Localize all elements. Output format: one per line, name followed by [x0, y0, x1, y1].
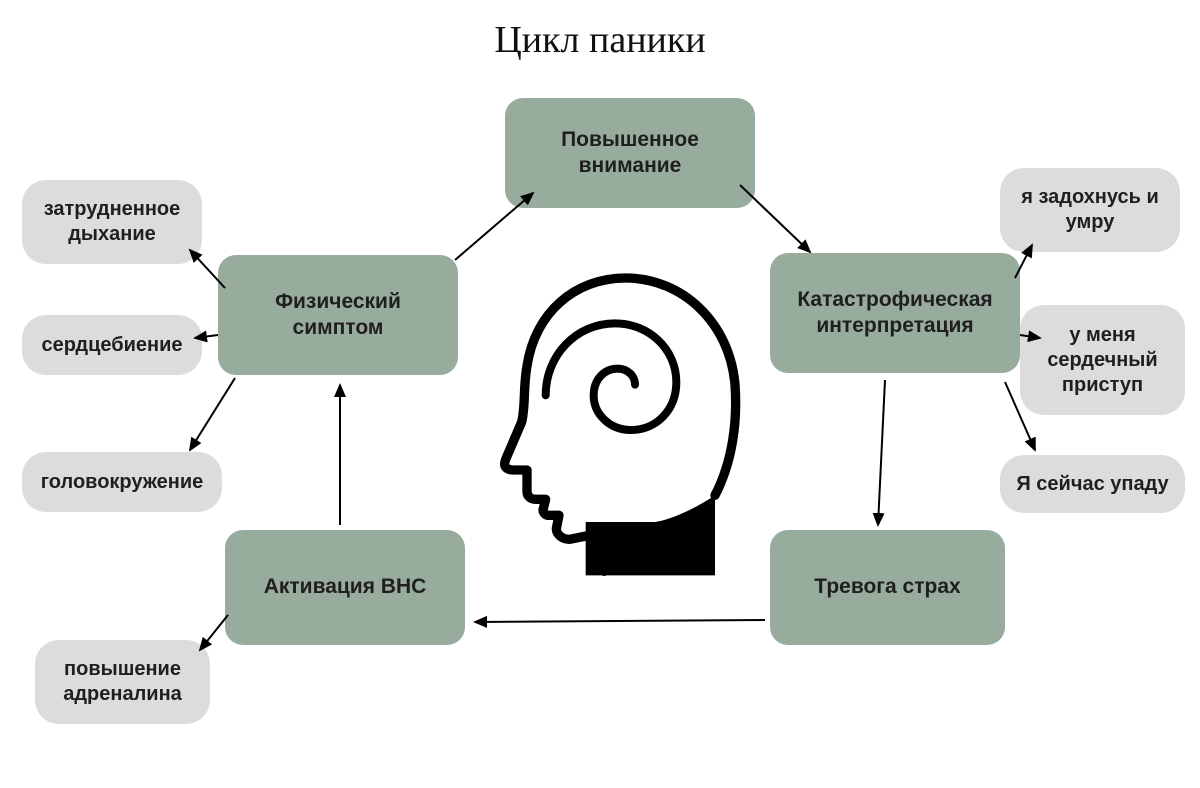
leaf-breathing: затрудненное дыхание	[22, 180, 202, 264]
node-vns: Активация ВНС	[225, 530, 465, 645]
node-attention: Повышенное внимание	[505, 98, 755, 208]
leaf-heartattack: у меня сердечный приступ	[1020, 305, 1185, 415]
diagram-stage: Цикл паники Повышенное внимание Физическ…	[0, 0, 1200, 788]
diagram-title: Цикл паники	[0, 18, 1200, 62]
head-spiral-icon	[480, 262, 750, 582]
leaf-suffocate: я задохнусь и умру	[1000, 168, 1180, 252]
node-interpretation: Катастрофическая интерпретация	[770, 253, 1020, 373]
leaf-dizziness: головокружение	[22, 452, 222, 512]
leaf-heartbeat: сердцебиение	[22, 315, 202, 375]
leaf-adrenaline: повышение адреналина	[35, 640, 210, 724]
leaf-fall: Я сейчас упаду	[1000, 455, 1185, 513]
node-symptom: Физический симптом	[218, 255, 458, 375]
node-anxiety: Тревога страх	[770, 530, 1005, 645]
